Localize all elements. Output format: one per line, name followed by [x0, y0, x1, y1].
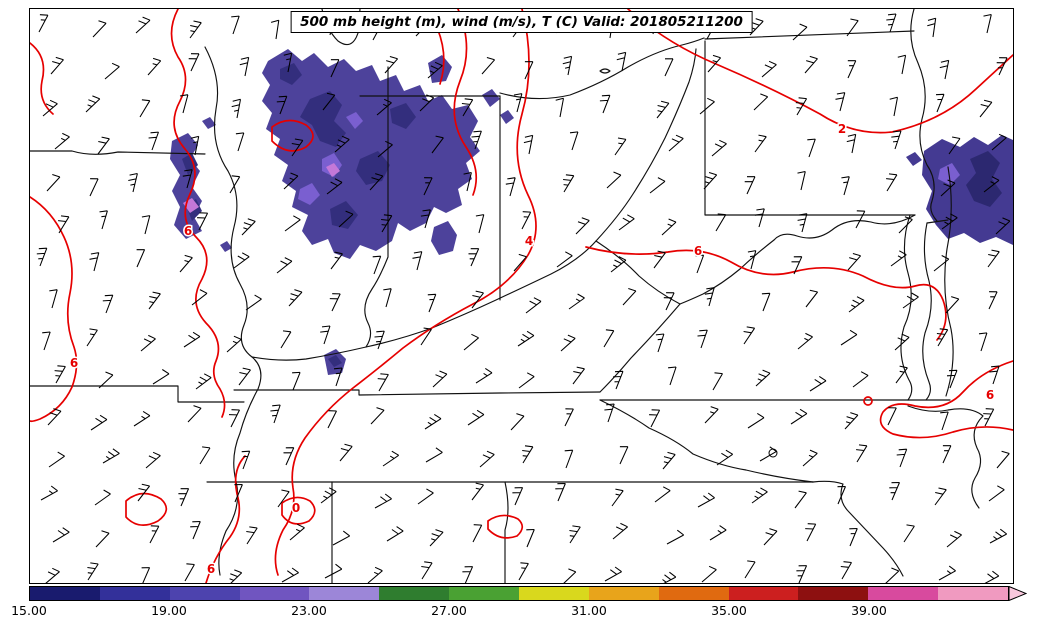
colorbar-tick-label: 35.00: [711, 603, 747, 618]
colorbar-segment: [588, 587, 659, 600]
map-canvas: 2 4 6 6 6 6 6 0: [30, 9, 1013, 583]
colorbar-segment: [728, 587, 799, 600]
colorbar-tick-label: 15.00: [11, 603, 47, 618]
plot-title: 500 mb height (m), wind (m/s), T (C) Val…: [290, 11, 753, 33]
colorbar-segment: [379, 587, 450, 600]
colorbar-segment: [30, 587, 100, 600]
colorbar-segment: [309, 587, 380, 600]
svg-text:4: 4: [525, 234, 533, 248]
colorbar-tick-label: 31.00: [571, 603, 607, 618]
svg-text:6: 6: [184, 224, 192, 238]
svg-text:6: 6: [986, 388, 994, 402]
colorbar-segment: [519, 587, 589, 600]
colorbar-segment: [169, 587, 240, 600]
colorbar-segment: [938, 587, 1009, 600]
map-plot-area: 2 4 6 6 6 6 6 0 500 mb height (m), wind (m/s), …: [29, 8, 1014, 584]
colorbar-tick-label: 39.00: [851, 603, 887, 618]
colorbar-tick-label: 27.00: [431, 603, 467, 618]
state-borders: [30, 9, 984, 583]
calm-wind-station: [768, 448, 778, 458]
colorbar-segment: [658, 587, 729, 600]
colorbar-tick-label: 19.00: [151, 603, 187, 618]
svg-text:2: 2: [838, 122, 846, 136]
svg-text:0: 0: [292, 501, 300, 515]
colorbar: [29, 586, 1009, 601]
colorbar-tick-label: 23.00: [291, 603, 327, 618]
colorbar-tick-labels: 15.00 19.00 23.00 27.00 31.00 35.00 39.00: [11, 603, 1041, 623]
colorbar-segment: [239, 587, 310, 600]
colorbar-segment: [99, 587, 170, 600]
colorbar-segment: [449, 587, 520, 600]
colorbar-overflow-arrow: [1008, 586, 1027, 601]
temperature-contours: [30, 9, 1013, 583]
svg-text:6: 6: [694, 244, 702, 258]
wind-barbs: [36, 13, 1011, 583]
colorbar-segment: [798, 587, 869, 600]
reflectivity-shading: [170, 49, 1013, 375]
svg-text:6: 6: [207, 562, 215, 576]
colorbar-segment: [868, 587, 939, 600]
contour-labels: 2 4 6 6 6 6 6 0: [68, 121, 995, 578]
svg-text:6: 6: [70, 356, 78, 370]
